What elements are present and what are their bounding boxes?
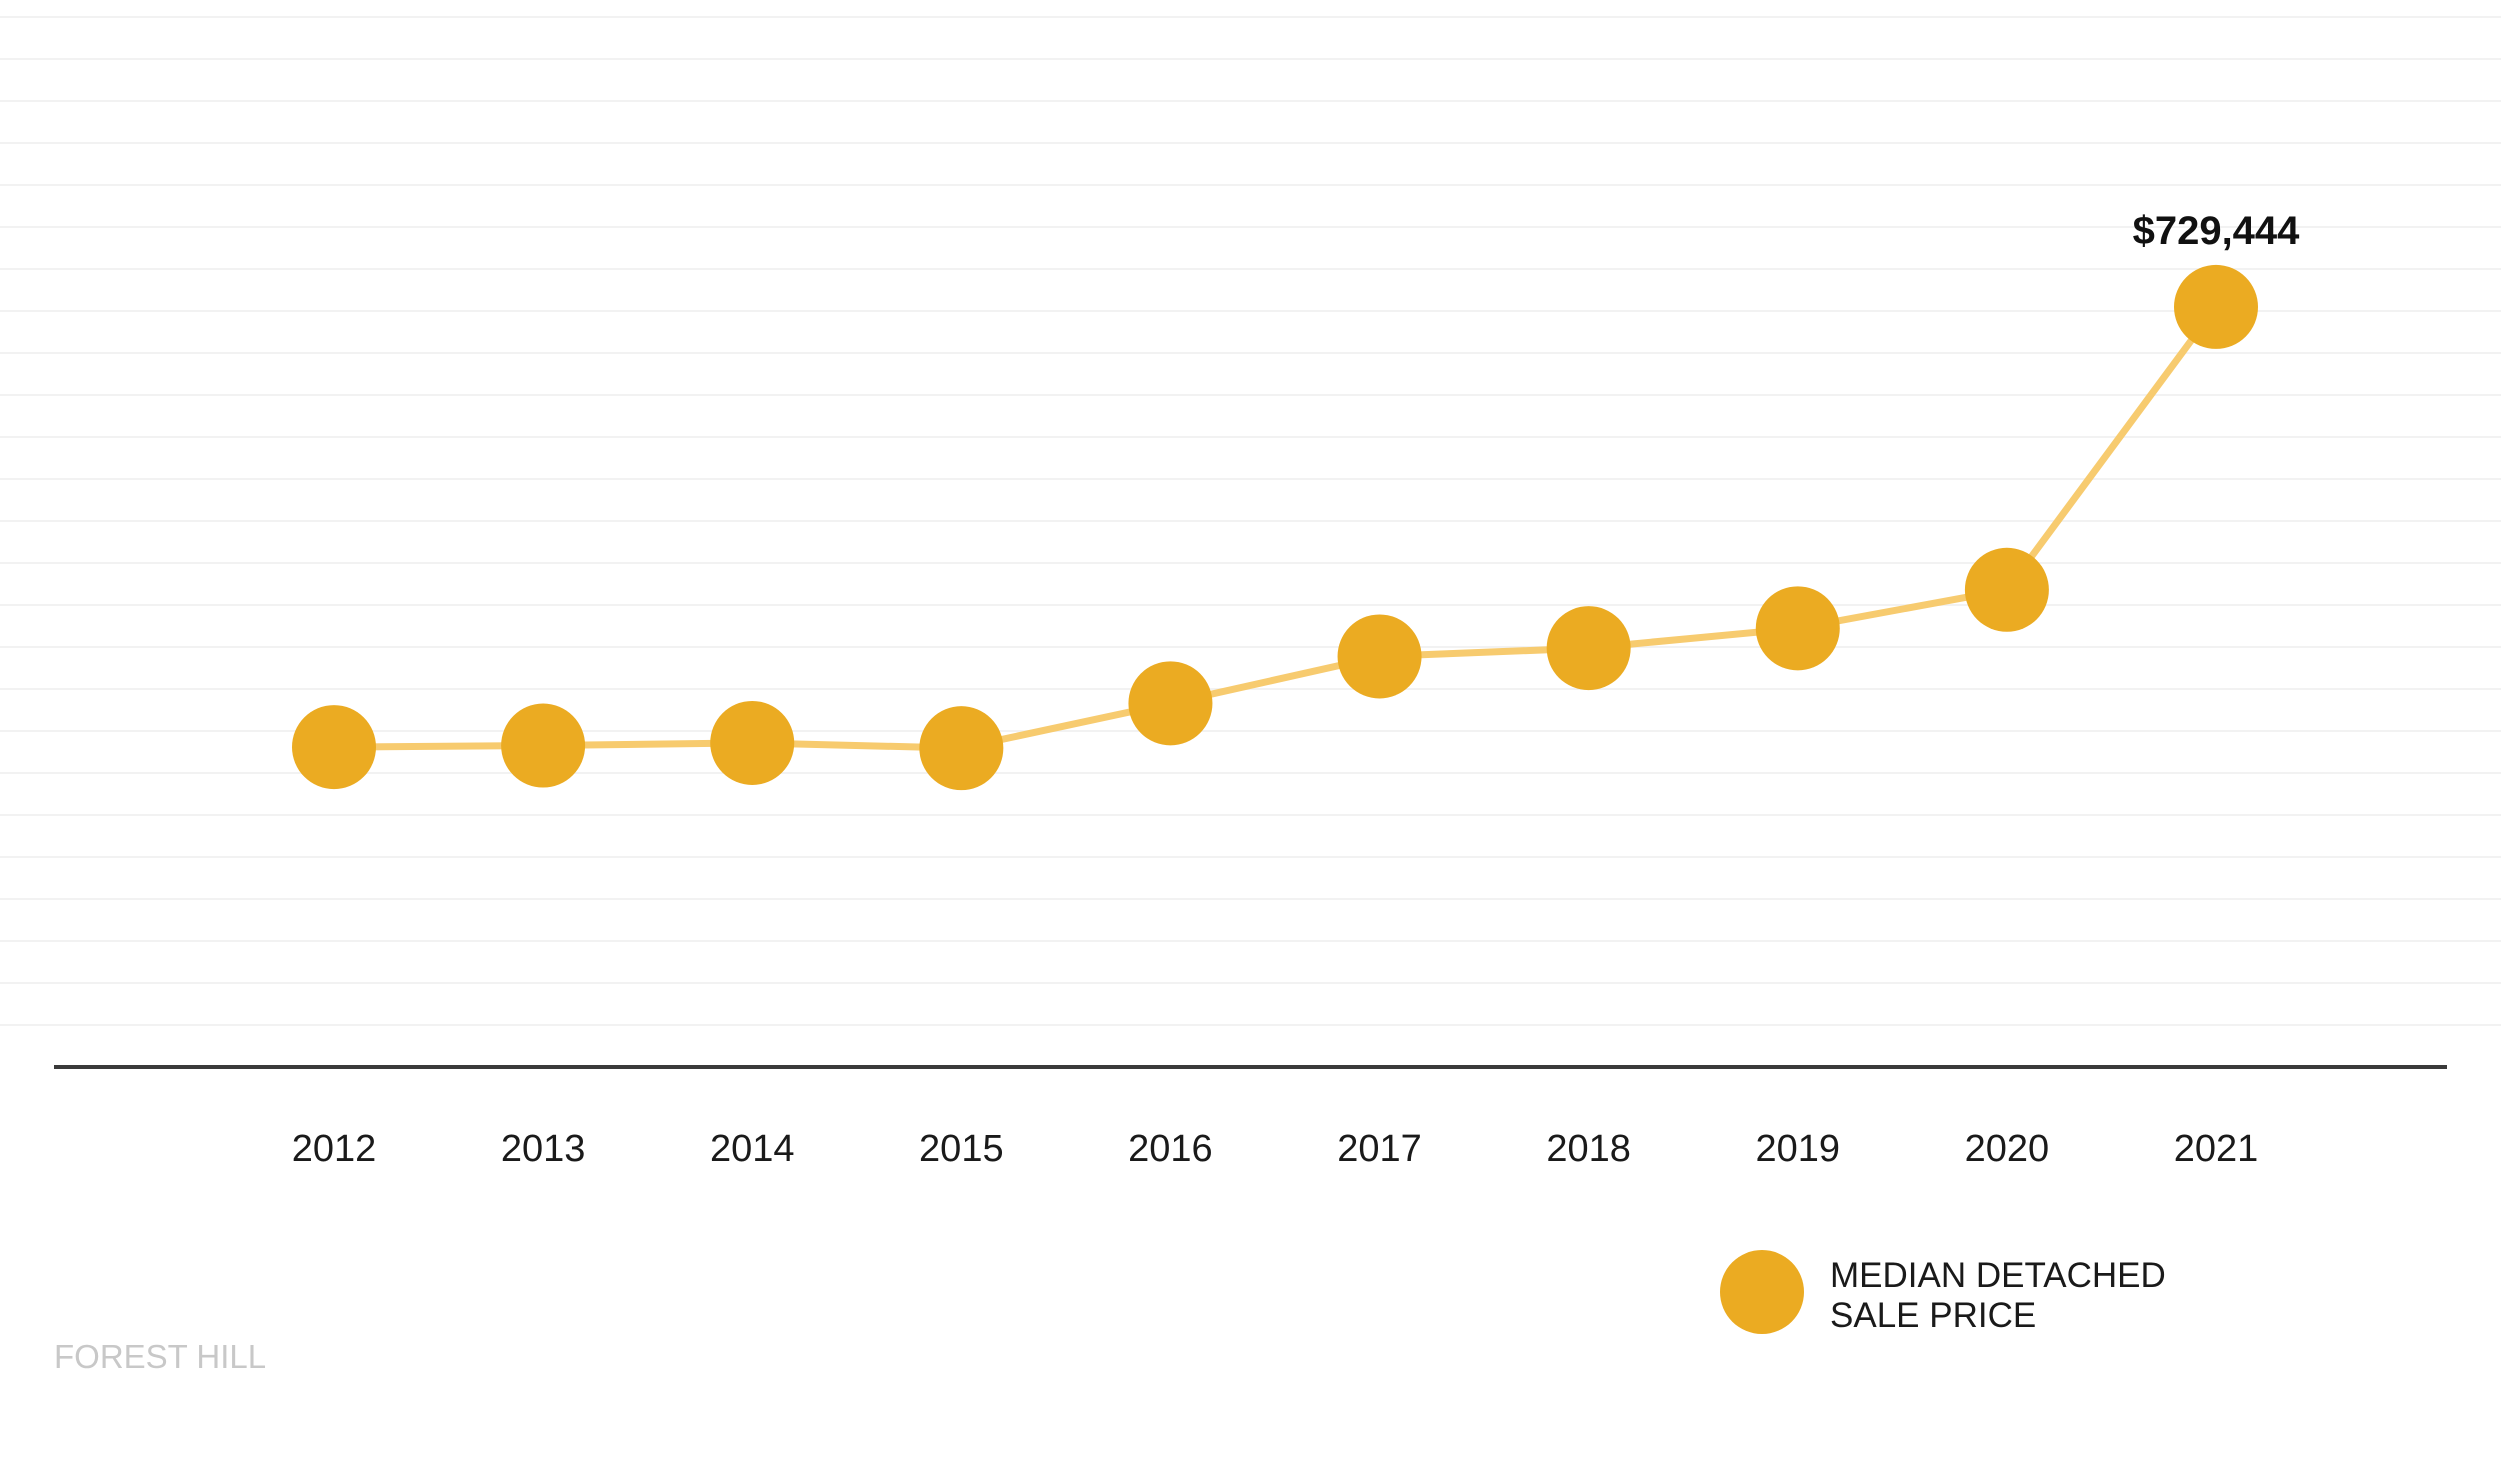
series-line xyxy=(333,304,2219,752)
x-tick-label-2021: 2021 xyxy=(2174,1128,2259,1170)
x-tick-label-2020: 2020 xyxy=(1965,1128,2050,1170)
data-point-2019 xyxy=(1755,586,1840,671)
data-point-2016 xyxy=(1128,661,1213,746)
x-tick-label-2013: 2013 xyxy=(501,1128,586,1170)
legend-label-line-2: SALE PRICE xyxy=(1830,1296,2036,1335)
neighbourhood-label: FOREST HILL xyxy=(54,1338,266,1375)
x-tick-label-2017: 2017 xyxy=(1337,1128,1422,1170)
data-point-2021 xyxy=(2174,264,2258,349)
gridlines xyxy=(0,16,2501,1026)
data-point-2015 xyxy=(919,706,1004,791)
x-tick-label-2015: 2015 xyxy=(919,1128,1004,1170)
legend-label-line-1: MEDIAN DETACHED xyxy=(1830,1256,2166,1295)
data-point-2012 xyxy=(292,705,376,790)
x-tick-labels: 2012 2013 2014 2015 2016 2017 2018 2019 2020 2021 xyxy=(292,1128,2259,1170)
data-point-2013 xyxy=(501,703,586,788)
x-tick-label-2014: 2014 xyxy=(710,1128,795,1170)
legend-marker xyxy=(1720,1250,1804,1334)
x-tick-label-2016: 2016 xyxy=(1128,1128,1213,1170)
data-point-2014 xyxy=(710,700,795,785)
x-tick-label-2012: 2012 xyxy=(292,1128,377,1170)
data-point-2017 xyxy=(1337,614,1422,699)
legend: MEDIAN DETACHED SALE PRICE xyxy=(1720,1250,2166,1335)
data-label-2021: $729,444 xyxy=(2133,209,2301,253)
data-points xyxy=(292,264,2258,791)
x-tick-label-2019: 2019 xyxy=(1756,1128,1841,1170)
data-point-2020 xyxy=(1964,547,2049,632)
x-tick-label-2018: 2018 xyxy=(1546,1128,1631,1170)
data-point-2018 xyxy=(1546,606,1631,691)
